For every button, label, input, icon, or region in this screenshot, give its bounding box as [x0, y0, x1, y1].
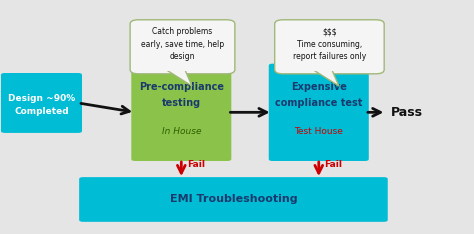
- FancyBboxPatch shape: [79, 177, 388, 222]
- Text: Expensive: Expensive: [291, 82, 346, 92]
- Text: Pass: Pass: [391, 106, 423, 119]
- Text: testing: testing: [162, 98, 201, 108]
- Polygon shape: [313, 70, 339, 86]
- FancyBboxPatch shape: [130, 20, 235, 74]
- Polygon shape: [166, 70, 192, 86]
- FancyBboxPatch shape: [311, 67, 334, 71]
- Text: Design ~90%: Design ~90%: [8, 94, 75, 103]
- Text: EMI Troubleshooting: EMI Troubleshooting: [170, 194, 297, 205]
- Text: $$$
Time consuming,
report failures only: $$$ Time consuming, report failures only: [293, 27, 366, 62]
- FancyBboxPatch shape: [131, 64, 231, 161]
- Text: In House: In House: [162, 127, 201, 135]
- Text: Fail: Fail: [324, 160, 342, 169]
- Text: Fail: Fail: [187, 160, 205, 169]
- FancyBboxPatch shape: [269, 64, 369, 161]
- Text: Test House: Test House: [294, 127, 343, 135]
- FancyBboxPatch shape: [274, 20, 384, 74]
- Text: Completed: Completed: [14, 107, 69, 116]
- FancyBboxPatch shape: [1, 73, 82, 133]
- Text: Pre-compliance: Pre-compliance: [139, 82, 224, 92]
- Text: Catch problems
early, save time, help
design: Catch problems early, save time, help de…: [141, 27, 224, 62]
- Text: compliance test: compliance test: [275, 98, 363, 108]
- FancyBboxPatch shape: [164, 67, 187, 71]
